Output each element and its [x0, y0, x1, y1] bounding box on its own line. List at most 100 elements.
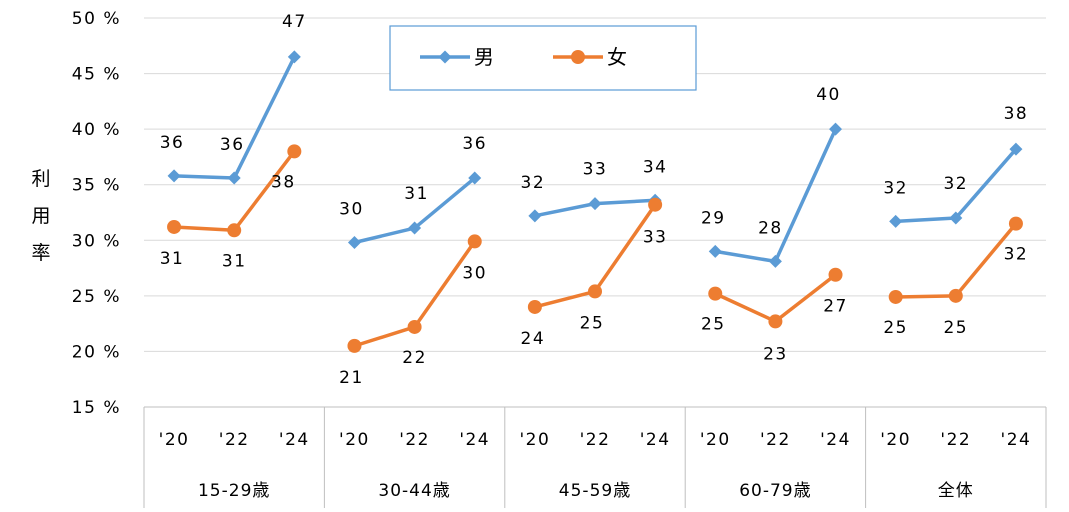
y-tick-label: 35 % [72, 176, 121, 196]
legend-marker-diamond-icon [438, 50, 452, 64]
data-point [347, 236, 361, 250]
data-label: 32 [943, 174, 968, 194]
data-label: 32 [521, 173, 546, 193]
data-point [889, 214, 903, 228]
data-label: 40 [816, 85, 841, 105]
y-axis-label-char: 率 [31, 242, 50, 264]
data-point [528, 209, 542, 223]
y-tick-label: 25 % [72, 287, 121, 307]
data-label: 31 [160, 249, 185, 269]
series-line [895, 222, 1018, 299]
y-tick-label: 40 % [72, 120, 121, 140]
data-point [167, 219, 182, 234]
x-tick-label: '24 [640, 430, 671, 450]
x-axis: '20 '22 '24 15-29歳 '20 '22 '24 30-44歳 '20 '22 '24 4… [143, 406, 1047, 508]
legend-label: 女 [607, 45, 627, 69]
data-point [467, 234, 482, 249]
data-label: 32 [883, 178, 908, 198]
data-point [287, 144, 302, 159]
data-point [1009, 142, 1023, 156]
data-label: 36 [220, 135, 245, 155]
data-label: 36 [462, 134, 487, 154]
data-point [407, 319, 422, 334]
data-point [708, 286, 723, 301]
x-tick-label: '24 [279, 430, 310, 450]
data-point [527, 299, 542, 314]
x-tick-label: '20 [700, 430, 731, 450]
data-label: 33 [643, 228, 668, 248]
data-label: 32 [1004, 245, 1029, 265]
group-label: 45-59歳 [559, 481, 631, 501]
legend: 男女 [389, 25, 697, 91]
data-label: 33 [583, 160, 608, 180]
data-label: 27 [823, 297, 848, 317]
data-label: 31 [222, 251, 247, 271]
data-label: 23 [763, 344, 788, 364]
data-point [167, 169, 181, 183]
data-point [948, 288, 963, 303]
data-label: 38 [1004, 104, 1029, 124]
group-label: 15-29歳 [198, 481, 270, 501]
data-point [949, 211, 963, 225]
data-label: 38 [271, 172, 296, 192]
data-label: 28 [758, 218, 783, 238]
x-tick-label: '22 [940, 430, 971, 450]
x-tick-label: '20 [519, 430, 550, 450]
x-tick-label: '22 [219, 430, 250, 450]
data-point [829, 122, 843, 136]
y-axis-label: 利用率 [31, 168, 50, 264]
group-label: 30-44歳 [378, 481, 450, 501]
data-label: 36 [160, 133, 185, 153]
x-tick-label: '20 [339, 430, 370, 450]
y-tick-label: 50 % [72, 9, 121, 29]
legend-label: 男 [474, 45, 494, 69]
data-point [227, 171, 241, 185]
legend-marker-circle-icon [571, 50, 585, 64]
data-point [408, 221, 422, 235]
y-axis-label-char: 利 [31, 168, 50, 190]
data-label: 25 [701, 315, 726, 335]
data-point [287, 50, 301, 64]
data-point [588, 284, 602, 299]
group-label: 全体 [938, 481, 974, 501]
data-label: 25 [943, 318, 968, 338]
x-tick-label: '22 [399, 430, 430, 450]
data-label: 30 [462, 263, 487, 283]
y-axis-label-char: 用 [31, 205, 50, 227]
data-point [888, 289, 903, 304]
x-tick-label: '20 [159, 430, 190, 450]
data-point [768, 314, 783, 329]
data-label: 30 [339, 200, 364, 220]
data-label: 47 [282, 12, 307, 32]
data-point [1008, 216, 1023, 231]
data-point [648, 197, 663, 212]
x-tick-label: '20 [880, 430, 911, 450]
data-label: 25 [883, 318, 908, 338]
series-line [714, 128, 838, 264]
data-point [768, 254, 782, 268]
data-label: 25 [580, 313, 605, 333]
data-point [708, 244, 722, 258]
data-point [347, 338, 362, 353]
series-line [714, 273, 837, 324]
x-tick-label: '24 [459, 430, 490, 450]
x-tick-label: '24 [1001, 430, 1032, 450]
data-point [588, 197, 602, 211]
y-tick-label: 15 % [72, 398, 121, 418]
data-point [828, 267, 843, 282]
data-point [468, 171, 482, 185]
data-point [227, 223, 242, 238]
data-label: 24 [521, 329, 546, 349]
y-tick-label: 20 % [72, 342, 121, 362]
series-male: 36 36 47 30 31 36 32 33 34 29 28 40 32 32 38 [160, 12, 1029, 268]
series-female: 31 31 38 21 22 30 24 25 33 25 23 27 25 25 32 [160, 144, 1029, 388]
data-label: 21 [339, 368, 364, 388]
x-tick-label: '22 [760, 430, 791, 450]
y-tick-label: 30 % [72, 231, 121, 251]
series-line [174, 56, 296, 180]
x-tick-label: '24 [820, 430, 851, 450]
group-label: 60-79歳 [739, 481, 811, 501]
series-group: 36 36 47 30 31 36 32 33 34 29 28 40 32 32 38 31 31 38 21 22… [160, 12, 1029, 388]
y-axis-ticks: 15 % 20 % 25 % 30 % 35 % 40 % 45 % 50 % [72, 9, 121, 418]
